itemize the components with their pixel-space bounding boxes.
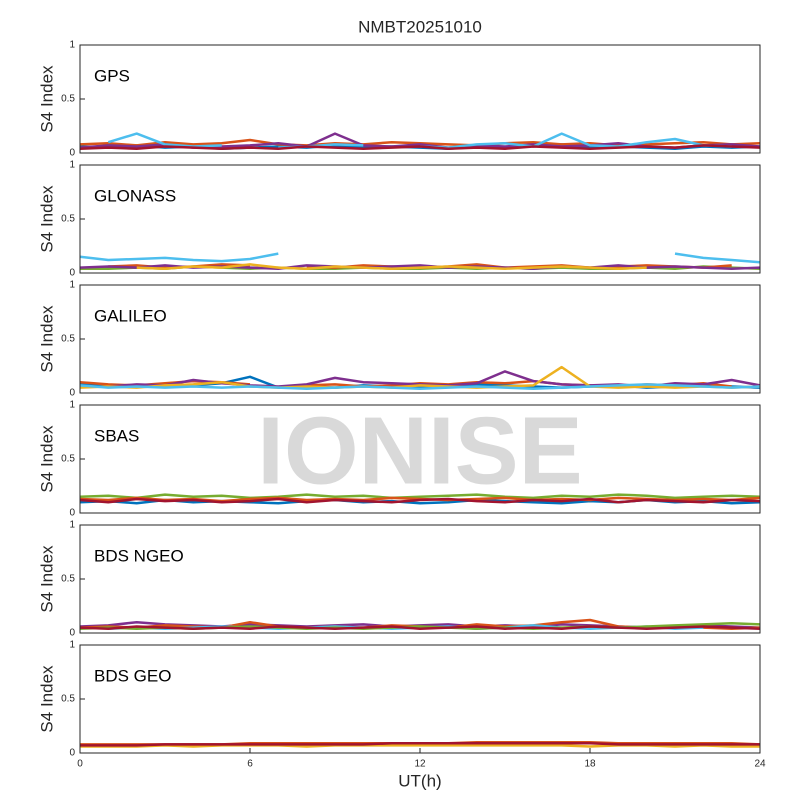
series-line bbox=[136, 263, 647, 270]
y-tick-label: 0 bbox=[69, 268, 75, 279]
axes-background bbox=[80, 285, 760, 393]
y-tick-label: 0.5 bbox=[61, 454, 75, 465]
y-axis-label: S4 Index bbox=[37, 185, 56, 253]
y-tick-label: 0 bbox=[69, 628, 75, 639]
y-tick-label: 0 bbox=[69, 388, 75, 399]
axes-box bbox=[79, 404, 761, 514]
series-line bbox=[79, 625, 761, 630]
y-tick-label: 1 bbox=[69, 400, 75, 411]
y-tick-label: 0 bbox=[69, 508, 75, 519]
y-tick-label: 0 bbox=[69, 748, 75, 759]
axes-background bbox=[80, 525, 760, 633]
x-tick-label: 24 bbox=[754, 759, 766, 770]
x-tick-label: 0 bbox=[77, 759, 83, 770]
panel-label: GALILEO bbox=[94, 306, 167, 325]
y-tick-label: 0.5 bbox=[61, 574, 75, 585]
series-line bbox=[79, 144, 761, 150]
axes-box bbox=[79, 524, 761, 634]
series-line bbox=[79, 383, 761, 390]
y-axis-label: S4 Index bbox=[37, 665, 56, 733]
y-axis-label: S4 Index bbox=[37, 305, 56, 373]
x-tick-label: 18 bbox=[584, 759, 596, 770]
y-tick-label: 0.5 bbox=[61, 214, 75, 225]
axes-background bbox=[80, 165, 760, 273]
panel-label: SBAS bbox=[94, 426, 139, 445]
panel-label: BDS NGEO bbox=[94, 546, 184, 565]
series-line bbox=[79, 365, 761, 389]
x-tick-label: 12 bbox=[414, 759, 426, 770]
series-line bbox=[79, 252, 761, 264]
y-tick-label: 0.5 bbox=[61, 334, 75, 345]
y-tick-label: 1 bbox=[69, 640, 75, 651]
axes-box bbox=[79, 284, 761, 394]
x-tick-label: 6 bbox=[247, 759, 253, 770]
axes-background bbox=[80, 645, 760, 753]
y-axis-label: S4 Index bbox=[37, 425, 56, 493]
axes-box bbox=[79, 644, 761, 754]
y-tick-label: 0.5 bbox=[61, 94, 75, 105]
series-line bbox=[79, 497, 761, 504]
watermark: IONISE bbox=[257, 397, 582, 504]
axes-box bbox=[79, 44, 761, 154]
y-tick-label: 1 bbox=[69, 40, 75, 51]
y-tick-label: 1 bbox=[69, 160, 75, 171]
series-line bbox=[80, 742, 760, 747]
axes-background bbox=[80, 45, 760, 153]
panel-label: GPS bbox=[94, 66, 130, 85]
panel-label: BDS GEO bbox=[94, 666, 171, 685]
axes-box bbox=[79, 164, 761, 274]
panel-label: GLONASS bbox=[94, 186, 176, 205]
y-tick-label: 1 bbox=[69, 520, 75, 531]
x-axis-label: UT(h) bbox=[398, 771, 441, 790]
y-tick-label: 0 bbox=[69, 148, 75, 159]
chart-title: NMBT20251010 bbox=[358, 17, 482, 36]
y-axis-label: S4 Index bbox=[37, 65, 56, 133]
y-tick-label: 0.5 bbox=[61, 694, 75, 705]
series-line bbox=[79, 493, 761, 500]
y-tick-label: 1 bbox=[69, 280, 75, 291]
y-axis-label: S4 Index bbox=[37, 545, 56, 613]
